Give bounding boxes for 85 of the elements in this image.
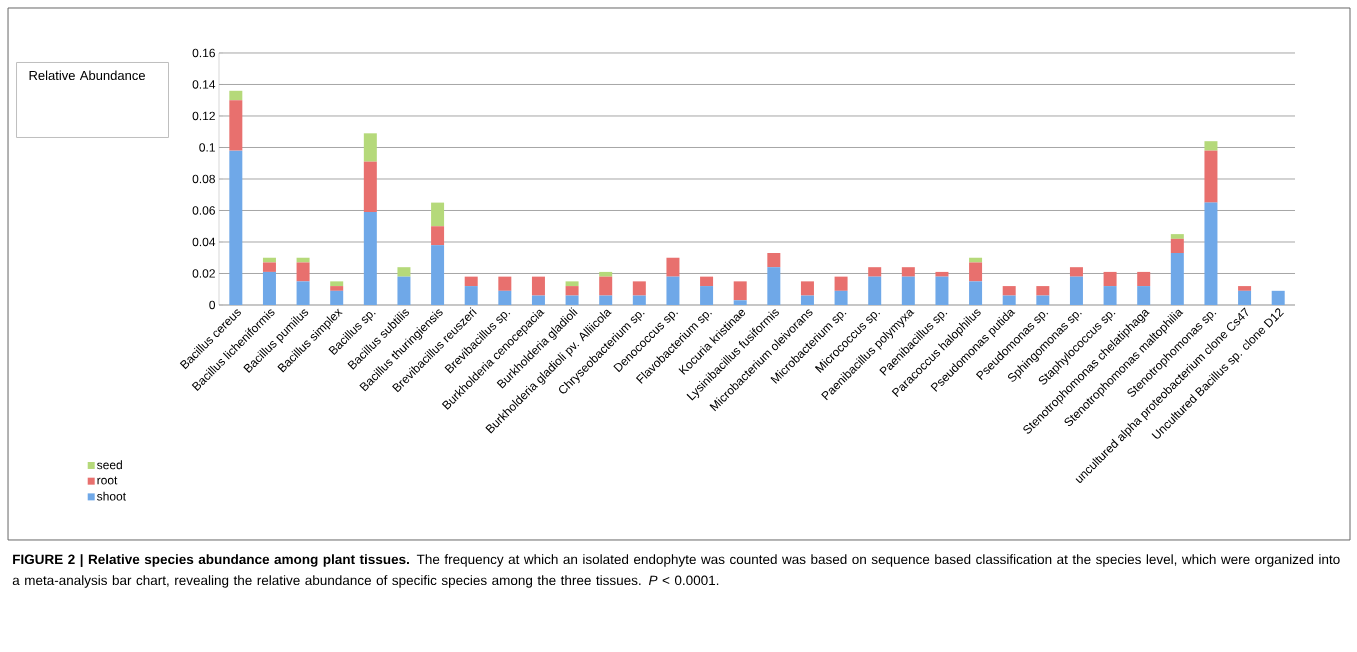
bar — [431, 202, 445, 227]
bar — [868, 267, 882, 277]
bar — [1170, 238, 1184, 254]
bar — [464, 286, 478, 305]
bar — [1036, 295, 1050, 305]
bar — [834, 276, 848, 291]
bar — [397, 267, 411, 277]
bar — [800, 295, 814, 305]
bar — [397, 276, 411, 305]
bar — [1170, 234, 1184, 239]
bar — [498, 290, 512, 305]
bar — [767, 267, 781, 305]
bar — [700, 276, 714, 287]
bar — [1137, 286, 1151, 305]
y-tick-label: 0 — [209, 300, 216, 310]
bar — [262, 271, 276, 305]
bar — [229, 90, 243, 101]
bar — [599, 295, 613, 305]
bar — [599, 271, 613, 277]
bar — [1069, 276, 1083, 305]
bar — [431, 245, 445, 305]
bar — [1103, 286, 1117, 305]
bar — [296, 281, 310, 305]
y-axis-title: Relative Abundance — [29, 70, 145, 81]
bar — [1069, 267, 1083, 277]
bar — [464, 276, 478, 287]
bar — [1271, 290, 1285, 305]
bar — [531, 276, 545, 296]
bar — [262, 262, 276, 272]
y-tick-label: 0.1 — [199, 143, 215, 152]
text: FIGURE 2 | Relative species abundance among plant tissues. The frequency at which an isolated endophyte was counted was based on sequence based classification at the species level, which were organized into a meta-analysis bar chart, revealing the relative abundance of specific species among the three tissues. P < 0.0001. — [12, 554, 1340, 588]
bar — [1170, 253, 1184, 305]
bar — [1036, 286, 1050, 296]
bar — [868, 276, 882, 305]
legend-label: seed — [97, 460, 122, 470]
bar — [1137, 271, 1151, 287]
bar — [800, 281, 814, 296]
bar — [229, 150, 243, 305]
bar — [632, 295, 646, 305]
y-tick-label: 0.04 — [192, 237, 216, 247]
bar — [498, 276, 512, 291]
bar — [1002, 286, 1016, 296]
bar — [901, 276, 915, 305]
bar — [1238, 286, 1252, 291]
legend-label: root — [97, 476, 118, 485]
bar — [330, 286, 344, 291]
bar — [901, 267, 915, 277]
bar — [666, 257, 680, 277]
bar — [296, 262, 310, 282]
bar — [565, 295, 579, 305]
bar — [700, 286, 714, 305]
y-tick-label: 0.06 — [192, 206, 215, 215]
bar — [330, 290, 344, 305]
bar — [330, 281, 344, 287]
y-tick-label: 0.12 — [192, 111, 215, 121]
bar — [1204, 150, 1218, 203]
bar — [733, 281, 747, 301]
bar — [599, 276, 613, 296]
bar — [969, 262, 983, 282]
bar — [565, 286, 579, 296]
bar — [666, 276, 680, 305]
bar — [733, 300, 747, 305]
bar — [1002, 295, 1016, 305]
bar — [531, 295, 545, 305]
bar — [1238, 290, 1252, 305]
bar — [363, 212, 377, 305]
bar — [363, 161, 377, 213]
bar — [834, 290, 848, 305]
y-tick-label: 0.02 — [192, 269, 215, 278]
legend-label: shoot — [97, 491, 126, 501]
bar — [935, 276, 949, 305]
bar — [1204, 202, 1218, 305]
bar — [767, 253, 781, 268]
bar — [1204, 141, 1218, 151]
bar — [363, 133, 377, 162]
bar — [935, 271, 949, 277]
bar — [431, 226, 445, 246]
y-tick-label: 0.16 — [192, 48, 215, 58]
y-tick-label: 0.14 — [192, 80, 216, 89]
y-tick-label: 0.08 — [192, 174, 215, 184]
bar — [1103, 271, 1117, 287]
bar — [229, 100, 243, 151]
bar — [969, 281, 983, 305]
bar — [565, 281, 579, 287]
bar — [632, 281, 646, 296]
